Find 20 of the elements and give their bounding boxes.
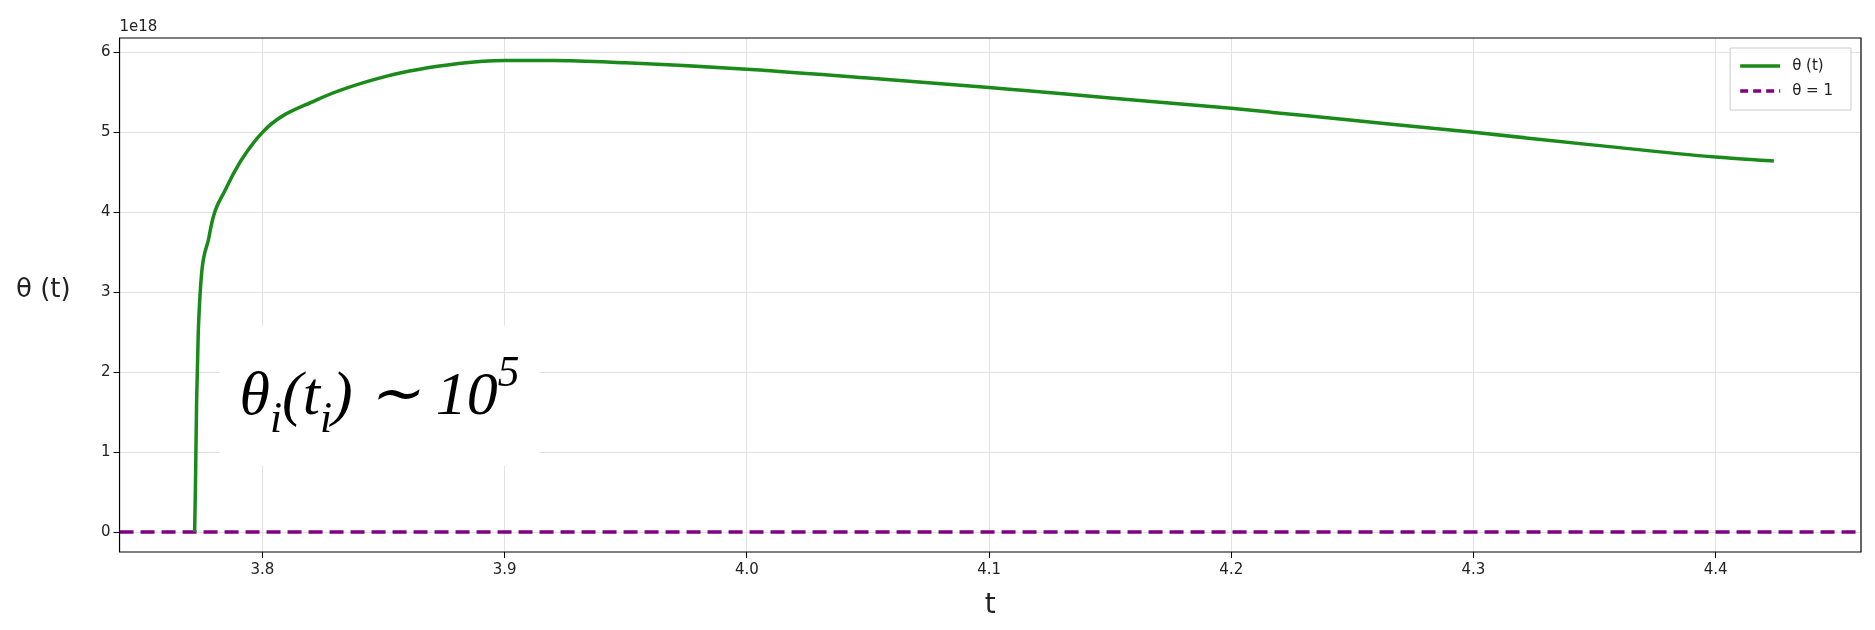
y-tick-label: 1 [101,441,111,460]
y-axis-title: θ (t) [16,272,71,303]
x-tick-label: 4.1 [977,559,1001,578]
x-axis-title: t [984,587,996,621]
x-tick-label: 4.3 [1461,559,1486,578]
x-tick-label: 4.2 [1219,559,1244,578]
y-tick-label: 0 [101,521,111,540]
y-tick-label: 5 [101,122,111,141]
x-tick-label: 3.8 [250,559,275,578]
x-tick-label: 4.0 [734,559,759,578]
y-tick-label: 4 [101,202,111,221]
legend-label: θ (t) [1792,55,1824,74]
line-series [192,58,1776,534]
x-tick-label: 3.9 [492,559,517,578]
y-tick-label: 2 [101,362,111,381]
y-tick-label: 6 [101,42,111,61]
x-tick-label: 4.4 [1703,559,1728,578]
y-tick-label: 3 [101,282,111,301]
text: 1e18 [119,17,158,36]
legend-label: θ = 1 [1792,80,1833,99]
